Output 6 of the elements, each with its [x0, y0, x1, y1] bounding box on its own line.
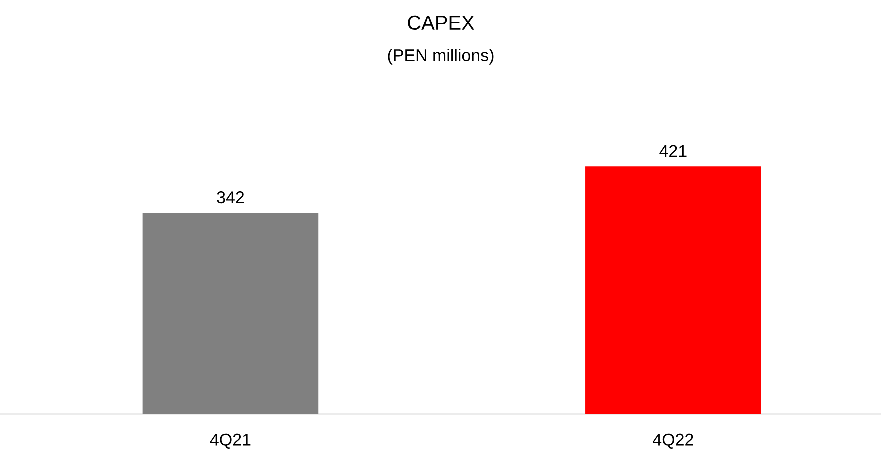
x-tick-label: 4Q21 — [210, 434, 251, 449]
data-label: 421 — [660, 145, 687, 157]
x-tick-label: 4Q22 — [653, 434, 694, 449]
chart-title: CAPEX — [408, 16, 474, 30]
chart-subtitle: (PEN millions) — [388, 48, 494, 65]
data-label: 342 — [217, 191, 244, 204]
